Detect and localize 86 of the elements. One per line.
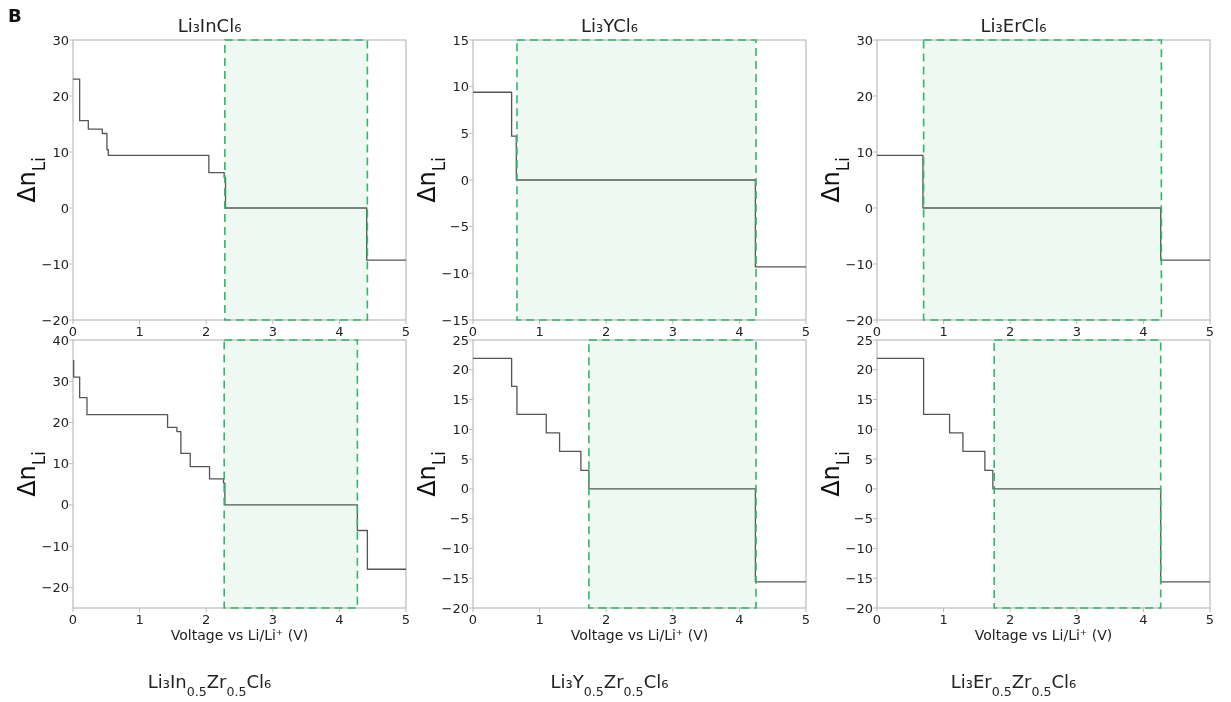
y-tick-label: −15: [845, 570, 873, 586]
x-tick-label: 5: [401, 324, 411, 339]
x-tick-label: 1: [939, 324, 948, 339]
y-tick-label: −10: [41, 256, 69, 272]
x-tick-label: 4: [735, 324, 744, 339]
x-axis-title: Voltage vs Li/Li⁺ (V): [170, 627, 309, 643]
y-tick-label: 30: [52, 32, 69, 48]
x-tick-label: 3: [268, 612, 277, 627]
y-tick-label: 10: [452, 79, 469, 95]
y-tick-label: 30: [856, 32, 873, 48]
y-tick-label: 10: [52, 456, 69, 472]
y-tick-label: 25: [856, 332, 873, 348]
chart-title: Li₃YCl₆: [580, 15, 639, 36]
y-tick-label: 0: [460, 481, 469, 497]
text: B: [8, 5, 22, 26]
y-tick-label: −15: [441, 570, 469, 586]
x-tick-label: 5: [1205, 324, 1215, 339]
y-tick-label: 5: [864, 451, 873, 467]
x-tick-label: 4: [335, 612, 344, 627]
x-tick-label: 4: [735, 612, 744, 627]
y-tick-label: 10: [856, 421, 873, 437]
x-axis-title: Voltage vs Li/Li⁺ (V): [570, 627, 709, 643]
x-tick-label: 3: [668, 612, 677, 627]
y-tick-label: −20: [845, 600, 873, 616]
y-tick-label: 0: [864, 200, 873, 216]
y-tick-label: 5: [460, 451, 469, 467]
y-tick-label: −10: [441, 265, 469, 281]
x-tick-label: 3: [268, 324, 277, 339]
y-tick-label: −5: [449, 219, 469, 235]
x-tick-label: 1: [939, 612, 948, 627]
x-tick-label: 5: [801, 612, 811, 627]
x-tick-label: 3: [1072, 612, 1081, 627]
x-tick-label: 2: [202, 324, 211, 339]
x-tick-label: 1: [535, 324, 544, 339]
y-tick-label: 20: [52, 88, 69, 104]
y-tick-label: 0: [864, 481, 873, 497]
y-tick-label: −10: [41, 538, 69, 554]
y-tick-label: 0: [460, 172, 469, 188]
x-tick-label: 5: [1205, 612, 1215, 627]
x-tick-label: 4: [1139, 612, 1148, 627]
y-tick-label: 15: [856, 392, 873, 408]
x-tick-label: 3: [1072, 324, 1081, 339]
y-tick-label: 10: [52, 144, 69, 160]
y-tick-label: 40: [52, 332, 69, 348]
x-tick-label: 2: [602, 324, 611, 339]
y-tick-label: 20: [52, 415, 69, 431]
x-tick-label: 5: [801, 324, 811, 339]
y-tick-label: 30: [52, 373, 69, 389]
text: Li₃Er$_{0.5}$Zr$_{0.5}$Cl₆: [950, 671, 1077, 699]
y-tick-label: −20: [441, 600, 469, 616]
x-tick-label: 4: [1139, 324, 1148, 339]
x-tick-label: 2: [602, 612, 611, 627]
y-tick-label: 20: [856, 362, 873, 378]
y-tick-label: −20: [845, 312, 873, 328]
x-tick-label: 1: [135, 612, 144, 627]
text: Li₃Y$_{0.5}$Zr$_{0.5}$Cl₆: [550, 671, 669, 699]
y-tick-label: 15: [452, 392, 469, 408]
chart-title: Li₃ErCl₆: [980, 15, 1047, 36]
x-tick-label: 3: [668, 324, 677, 339]
y-tick-label: −10: [441, 540, 469, 556]
x-tick-label: 5: [401, 612, 411, 627]
y-tick-label: −10: [845, 256, 873, 272]
y-tick-label: −15: [441, 312, 469, 328]
y-tick-label: 15: [452, 32, 469, 48]
text: Li₃In$_{0.5}$Zr$_{0.5}$Cl₆: [147, 671, 272, 699]
y-tick-label: −10: [845, 540, 873, 556]
y-tick-label: 5: [460, 125, 469, 141]
y-tick-label: 0: [60, 497, 69, 513]
x-axis-title: Voltage vs Li/Li⁺ (V): [974, 627, 1113, 643]
x-tick-label: 2: [1006, 612, 1015, 627]
y-tick-label: 25: [452, 332, 469, 348]
x-tick-label: 2: [202, 612, 211, 627]
y-tick-label: 10: [452, 421, 469, 437]
x-tick-label: 4: [335, 324, 344, 339]
x-tick-label: 2: [1006, 324, 1015, 339]
y-tick-label: 10: [856, 144, 873, 160]
chart-title: Li₃InCl₆: [177, 15, 242, 36]
y-tick-label: 20: [856, 88, 873, 104]
y-tick-label: −20: [41, 579, 69, 595]
x-tick-label: 1: [135, 324, 144, 339]
y-tick-label: −5: [853, 511, 873, 527]
y-tick-label: 0: [60, 200, 69, 216]
y-tick-label: 20: [452, 362, 469, 378]
y-tick-label: −20: [41, 312, 69, 328]
x-tick-label: 1: [535, 612, 544, 627]
y-tick-label: −5: [449, 511, 469, 527]
